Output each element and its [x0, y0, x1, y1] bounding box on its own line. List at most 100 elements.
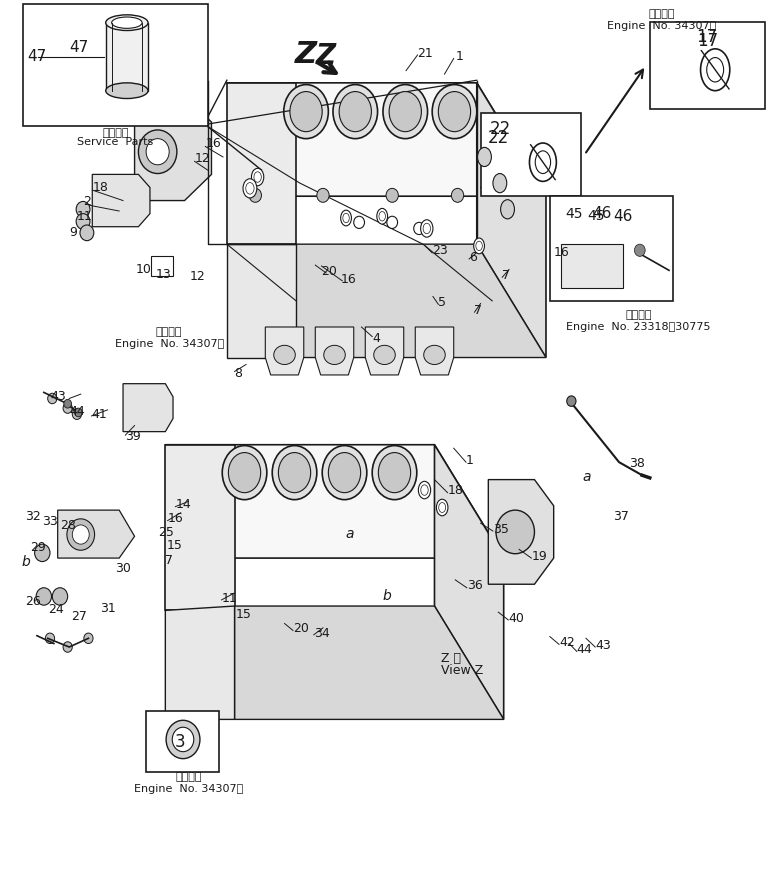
Text: 7: 7 — [502, 269, 510, 282]
Text: 39: 39 — [125, 431, 141, 443]
Polygon shape — [165, 606, 235, 719]
Circle shape — [317, 188, 329, 202]
Circle shape — [172, 727, 194, 752]
Text: 38: 38 — [629, 458, 645, 470]
Text: 42: 42 — [559, 637, 574, 649]
Text: Engine  No. 34307～: Engine No. 34307～ — [607, 21, 716, 31]
Bar — [23, 4, 208, 126]
Text: Engine  No. 23318～30775: Engine No. 23318～30775 — [566, 322, 711, 331]
Text: 43: 43 — [595, 639, 611, 651]
Circle shape — [634, 244, 645, 256]
Ellipse shape — [274, 345, 295, 364]
Text: 24: 24 — [48, 603, 64, 616]
Circle shape — [138, 130, 177, 174]
Ellipse shape — [437, 499, 448, 516]
Ellipse shape — [493, 174, 507, 193]
Ellipse shape — [341, 210, 351, 226]
Circle shape — [567, 396, 576, 406]
Ellipse shape — [112, 17, 142, 28]
Text: Engine  No. 34307～: Engine No. 34307～ — [134, 784, 243, 794]
Text: a: a — [345, 527, 354, 541]
Ellipse shape — [501, 200, 514, 219]
Text: 15: 15 — [236, 609, 252, 621]
Text: 45: 45 — [565, 207, 583, 221]
Text: 16: 16 — [341, 273, 356, 285]
Circle shape — [52, 588, 68, 605]
Text: 12: 12 — [195, 153, 210, 165]
Ellipse shape — [324, 345, 345, 364]
Circle shape — [84, 633, 93, 644]
Polygon shape — [92, 174, 150, 227]
Ellipse shape — [424, 345, 445, 364]
Circle shape — [80, 225, 94, 241]
Text: 7: 7 — [474, 304, 482, 317]
Text: 6: 6 — [469, 251, 477, 263]
Ellipse shape — [254, 172, 261, 182]
Text: 適用号機: 適用号機 — [156, 327, 182, 337]
Bar — [106, 23, 148, 91]
Text: 16: 16 — [554, 247, 569, 259]
Circle shape — [166, 720, 200, 759]
Text: 46: 46 — [613, 208, 632, 224]
Text: 40: 40 — [508, 612, 524, 624]
Text: 15: 15 — [167, 540, 183, 552]
Polygon shape — [135, 96, 211, 201]
Text: 11: 11 — [77, 210, 92, 222]
Ellipse shape — [106, 83, 148, 99]
Text: 36: 36 — [467, 580, 482, 592]
Ellipse shape — [478, 147, 491, 167]
Ellipse shape — [476, 242, 482, 250]
Ellipse shape — [222, 446, 267, 500]
Text: 35: 35 — [493, 523, 509, 535]
Text: 31: 31 — [100, 603, 115, 615]
Circle shape — [76, 214, 90, 229]
Ellipse shape — [535, 151, 551, 174]
Text: 適用号機: 適用号機 — [625, 310, 651, 319]
Bar — [481, 113, 581, 196]
Text: Z: Z — [295, 39, 317, 69]
Text: 34: 34 — [314, 627, 329, 639]
Polygon shape — [123, 384, 173, 432]
Circle shape — [387, 216, 398, 228]
Text: 25: 25 — [158, 527, 174, 539]
Circle shape — [35, 544, 50, 562]
Text: 2: 2 — [83, 195, 91, 208]
Text: Engine  No. 34307～: Engine No. 34307～ — [115, 339, 224, 349]
Text: 23: 23 — [432, 244, 448, 256]
Text: 5: 5 — [438, 296, 446, 309]
Ellipse shape — [343, 214, 349, 222]
Ellipse shape — [474, 238, 484, 254]
Polygon shape — [315, 327, 354, 375]
Text: Service  Parts: Service Parts — [77, 137, 154, 147]
Ellipse shape — [228, 453, 261, 493]
Text: 41: 41 — [92, 408, 107, 420]
Text: 20: 20 — [321, 265, 338, 277]
Text: 10: 10 — [136, 263, 152, 276]
Text: 47: 47 — [27, 49, 46, 65]
Ellipse shape — [328, 453, 361, 493]
Ellipse shape — [333, 85, 378, 139]
Ellipse shape — [389, 92, 421, 132]
Ellipse shape — [251, 168, 264, 186]
Text: 補給専用: 補給専用 — [102, 127, 128, 138]
Circle shape — [386, 188, 398, 202]
Text: 4: 4 — [372, 332, 380, 344]
Ellipse shape — [418, 481, 431, 499]
Ellipse shape — [529, 143, 556, 181]
Circle shape — [67, 519, 95, 550]
Circle shape — [414, 222, 424, 235]
Ellipse shape — [438, 92, 471, 132]
Text: 14: 14 — [175, 499, 191, 511]
Text: 19: 19 — [531, 550, 547, 562]
Ellipse shape — [423, 223, 431, 234]
Circle shape — [75, 408, 82, 417]
Circle shape — [354, 216, 365, 228]
Ellipse shape — [421, 220, 433, 237]
Ellipse shape — [377, 208, 388, 224]
Bar — [550, 196, 673, 301]
Ellipse shape — [372, 446, 417, 500]
Text: a: a — [583, 470, 591, 484]
Ellipse shape — [290, 92, 322, 132]
Ellipse shape — [379, 212, 385, 221]
Circle shape — [451, 188, 464, 202]
